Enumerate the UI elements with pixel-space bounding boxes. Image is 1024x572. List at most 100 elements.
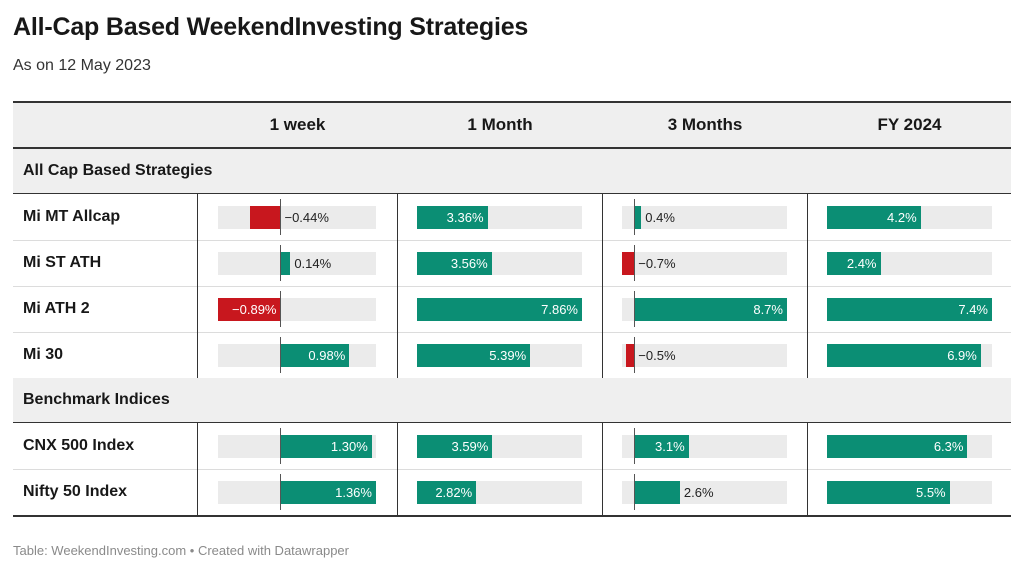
value-cell: 7.4% (808, 286, 1011, 332)
value-label: 6.3% (933, 439, 964, 454)
value-bar (634, 481, 680, 504)
value-label: 3.56% (450, 256, 488, 271)
column-divider (602, 469, 603, 515)
table-row: CNX 500 Index 1.30% 3.59% 3.1% 6.3% (13, 423, 1011, 470)
value-cell: 0.98% (198, 332, 397, 378)
column-divider (397, 332, 398, 378)
value-cell: 6.9% (808, 332, 1011, 378)
column-divider (197, 286, 198, 332)
bar-track (218, 252, 376, 275)
value-label: 4.2% (887, 210, 917, 225)
column-divider (197, 423, 198, 469)
value-cell: 2.6% (603, 469, 807, 515)
bar-track (622, 252, 787, 275)
value-label: −0.7% (638, 256, 676, 271)
value-label: 3.59% (451, 439, 489, 454)
row-label: CNX 500 Index (23, 437, 135, 454)
column-divider (397, 194, 398, 240)
value-bar (827, 344, 981, 367)
column-divider (807, 194, 808, 240)
value-cell: −0.44% (198, 194, 397, 240)
row-label: Mi MT Allcap (23, 208, 121, 225)
table-header-row: 1 week 1 Month 3 Months FY 2024 (13, 103, 1011, 147)
value-cell: 3.59% (398, 423, 602, 469)
value-bar (417, 481, 477, 504)
column-divider (602, 286, 603, 332)
value-label: 8.7% (753, 302, 783, 317)
table-row: Nifty 50 Index 1.36% 2.82% 2.6% 5.5% (13, 469, 1011, 517)
value-bar (417, 298, 582, 321)
value-bar (249, 206, 281, 229)
value-cell: 3.56% (398, 240, 602, 286)
value-bar (827, 435, 968, 458)
value-bar (280, 344, 350, 367)
section-header: All Cap Based Strategies (13, 149, 1011, 194)
chart-subtitle: As on 12 May 2023 (13, 57, 151, 74)
value-bar (218, 298, 281, 321)
row-label: Mi ATH 2 (23, 300, 90, 317)
column-divider (197, 240, 198, 286)
chart-footer: Table: WeekendInvesting.com • Created wi… (13, 543, 349, 558)
value-bar (280, 481, 376, 504)
value-label: 1.36% (335, 485, 372, 500)
bar-track (622, 206, 787, 229)
column-divider (602, 194, 603, 240)
column-divider (807, 423, 808, 469)
column-divider (807, 332, 808, 378)
chart-title: All-Cap Based WeekendInvesting Strategie… (13, 13, 529, 41)
row-label: Nifty 50 Index (23, 483, 128, 500)
column-divider (197, 332, 198, 378)
zero-line (280, 337, 282, 373)
column-divider (807, 469, 808, 515)
value-label: 6.9% (947, 348, 977, 363)
zero-line (634, 428, 636, 464)
bar-track (622, 344, 787, 367)
value-bar (417, 252, 492, 275)
value-cell: 4.2% (808, 194, 1011, 240)
value-label: 2.82% (435, 485, 473, 500)
table-row: Mi MT Allcap −0.44% 3.36% 0.4% 4.2% (13, 194, 1011, 241)
value-bar (634, 206, 642, 229)
value-bar (622, 252, 635, 275)
value-cell: 1.36% (198, 469, 397, 515)
value-bar (634, 435, 689, 458)
value-bar (417, 344, 531, 367)
value-cell: 0.14% (198, 240, 397, 286)
zero-line (634, 291, 636, 327)
value-cell: 3.36% (398, 194, 602, 240)
column-divider (602, 240, 603, 286)
table-header-rule (13, 147, 1011, 149)
column-divider (397, 469, 398, 515)
column-divider (397, 286, 398, 332)
column-divider (807, 286, 808, 332)
value-cell: 8.7% (603, 286, 807, 332)
value-cell: 3.1% (603, 423, 807, 469)
zero-line (280, 291, 282, 327)
value-bar (417, 435, 493, 458)
value-label: 1.30% (330, 439, 368, 454)
zero-line (280, 474, 282, 510)
zero-line (634, 245, 636, 281)
column-divider (397, 423, 398, 469)
value-label: 0.98% (308, 348, 346, 363)
row-label: Mi 30 (23, 346, 64, 363)
value-bar (827, 298, 992, 321)
value-cell: 1.30% (198, 423, 397, 469)
column-divider (807, 240, 808, 286)
value-label: 2.4% (846, 256, 877, 271)
value-label: 7.86% (541, 302, 578, 317)
section-label: All Cap Based Strategies (23, 162, 213, 179)
value-cell: 6.3% (808, 423, 1011, 469)
column-divider (197, 469, 198, 515)
column-divider (602, 423, 603, 469)
section-label: Benchmark Indices (23, 391, 170, 408)
value-label: 0.14% (294, 256, 332, 271)
value-cell: 2.4% (808, 240, 1011, 286)
column-divider (197, 194, 198, 240)
value-cell: 5.5% (808, 469, 1011, 515)
zero-line (280, 428, 282, 464)
column-divider (397, 240, 398, 286)
value-label: 3.36% (446, 210, 484, 225)
zero-line (634, 199, 636, 235)
section-header: Benchmark Indices (13, 378, 1011, 423)
